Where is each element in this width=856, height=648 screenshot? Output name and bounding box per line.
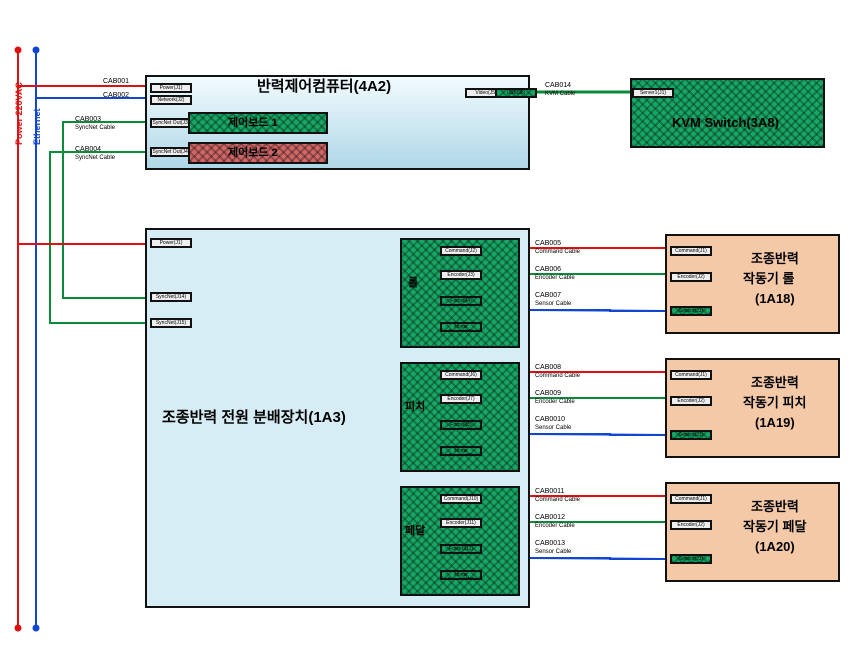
cable-cab014-id: CAB014 [545, 82, 571, 89]
pdu-port-left-1: SyncNet(J14) [150, 292, 192, 302]
pdu-section-0-port-3: Home Sensor(J5) [440, 322, 482, 332]
pdu-section-0-port-0: Command(J2) [440, 246, 482, 256]
actuator-2-title3: (1A20) [755, 540, 795, 553]
actuator-0-port-2: Sensor(J3) [670, 306, 712, 316]
pdu-port-left-0: Power(J1) [150, 238, 192, 248]
pdu-section-2-port-1: Encoder(J11) [440, 518, 482, 528]
pdu-section-2-port-2: Force(J12) [440, 544, 482, 554]
actuator-1-title1: 조종반력 [751, 376, 799, 389]
cable-cab0013-id: CAB0013 [535, 540, 565, 547]
pdu-port-left-2: SyncNet(J15) [150, 318, 192, 328]
pdu-section-1-name: 피치 [405, 402, 425, 413]
pdu-section-0-port-2: Force(J4) [440, 296, 482, 306]
power-distribution-title: 조종반력 전원 분배장치(1A3) [162, 410, 346, 425]
cable-cab007-type: Sensor Cable [535, 301, 571, 307]
cable-cab0010-id: CAB0010 [535, 416, 565, 423]
kvm-switch-title: KVM Switch(3A8) [672, 116, 779, 129]
cable-cab0010-type: Sensor Cable [535, 425, 571, 431]
control-board-1-label: 제어보드 1 [228, 118, 278, 129]
actuator-1-title2: 작동기 피치 [743, 396, 806, 409]
cable-cab004-id: CAB004 [75, 146, 101, 153]
pdu-section-2-name: 페달 [405, 526, 425, 537]
control-board-2: 제어보드 2 [188, 142, 328, 164]
actuator-0-title2: 작동기 롤 [743, 272, 794, 285]
cable-cab0012-type: Encoder Cable [535, 523, 575, 529]
pdu-section-1-port-3: Home Sensor(J9) [440, 446, 482, 456]
diagram-stage: Power 220VAC Ethernet 반력제어컴퓨터(4A2) KVM S… [0, 0, 856, 648]
actuator-0-port-0: Command(J1) [670, 246, 712, 256]
actuator-2-port-2: Sensor(J3) [670, 554, 712, 564]
pdu-section-2-port-0: Command(J10) [440, 494, 482, 504]
cable-cab006-type: Encoder Cable [535, 275, 575, 281]
cable-cab014-type: KVM Cable [545, 91, 575, 97]
pdu-section-2-port-3: Home Sensor(J13) [440, 570, 482, 580]
cable-cab006-id: CAB006 [535, 266, 561, 273]
cable-cab0011-type: Command Cable [535, 497, 580, 503]
actuator-1-port-0: Command(J1) [670, 370, 712, 380]
pdu-section-1-port-1: Encoder(J7) [440, 394, 482, 404]
kvm-port-server1: Server1(J1) [632, 88, 674, 98]
control-board-2-label: 제어보드 2 [228, 148, 278, 159]
cable-cab003-id: CAB003 [75, 116, 101, 123]
actuator-2-port-1: Encoder(J2) [670, 520, 712, 530]
actuator-1-port-2: Sensor(J3) [670, 430, 712, 440]
computer-port-right-1: USB(J6) [495, 88, 537, 98]
cable-cab001-id: CAB001 [103, 78, 129, 85]
pdu-section-1-port-0: Command(J6) [440, 370, 482, 380]
cable-cab0011-id: CAB0011 [535, 488, 564, 495]
cable-cab0013-type: Sensor Cable [535, 549, 571, 555]
actuator-0-port-1: Encoder(J2) [670, 272, 712, 282]
pdu-section-1-port-2: Force(J8) [440, 420, 482, 430]
control-board-1: 제어보드 1 [188, 112, 328, 134]
cable-cab0012-id: CAB0012 [535, 514, 565, 521]
actuator-2-title1: 조종반력 [751, 500, 799, 513]
actuator-1-title3: (1A19) [755, 416, 795, 429]
cable-cab008-id: CAB008 [535, 364, 561, 371]
cable-cab009-id: CAB009 [535, 390, 561, 397]
cable-cab005-id: CAB005 [535, 240, 561, 247]
control-computer-title: 반력제어컴퓨터(4A2) [257, 79, 391, 94]
cable-cab005-type: Command Cable [535, 249, 580, 255]
computer-port-left-0: Power(J1) [150, 83, 192, 93]
pdu-section-0-name: 롤 [408, 278, 418, 289]
actuator-1-port-1: Encoder(J2) [670, 396, 712, 406]
cable-cab008-type: Command Cable [535, 373, 580, 379]
cable-cab007-id: CAB007 [535, 292, 561, 299]
computer-port-left-3: SyncNet Out(J4) [150, 147, 192, 157]
actuator-0-title3: (1A18) [755, 292, 795, 305]
computer-port-left-2: SyncNet Out(J3) [150, 118, 192, 128]
cable-cab002-id: CAB002 [103, 92, 129, 99]
actuator-2-title2: 작동기 페달 [743, 520, 806, 533]
cable-cab003-type: SyncNet Cable [75, 125, 115, 131]
actuator-2-port-0: Command(J1) [670, 494, 712, 504]
actuator-0-title1: 조종반력 [751, 252, 799, 265]
cable-cab009-type: Encoder Cable [535, 399, 575, 405]
cable-cab004-type: SyncNet Cable [75, 155, 115, 161]
pdu-section-0-port-1: Encoder(J3) [440, 270, 482, 280]
computer-port-left-1: Network(J2) [150, 95, 192, 105]
